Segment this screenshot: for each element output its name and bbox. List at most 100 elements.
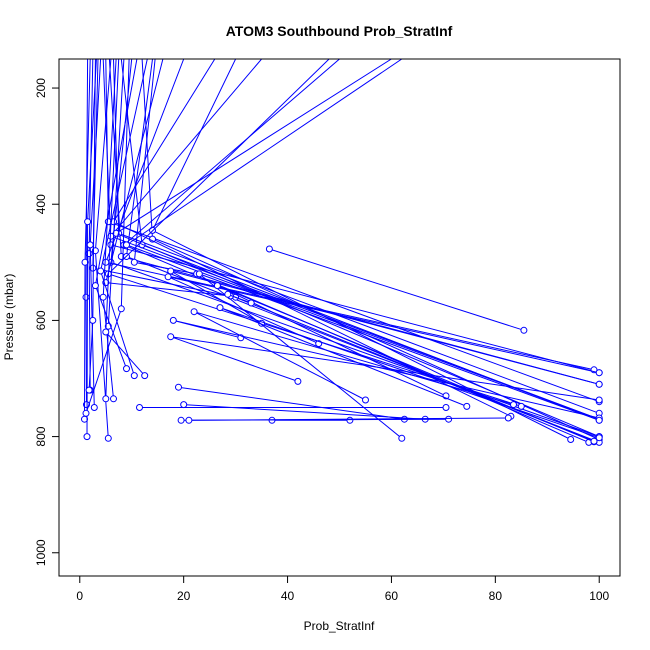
data-point: [362, 396, 369, 404]
x-axis-label: Prob_StratInf: [304, 619, 375, 633]
data-point: [117, 305, 125, 313]
data-point: [175, 383, 182, 391]
x-tick-label: 20: [177, 589, 191, 603]
data-point: [86, 241, 94, 249]
chart-title: ATOM3 Southbound Prob_StratInf: [226, 23, 453, 39]
series-9: [102, 59, 598, 374]
data-point: [130, 258, 138, 266]
data-point: [83, 433, 91, 441]
series-35: [164, 273, 603, 377]
data-point: [99, 293, 107, 301]
data-point: [169, 316, 177, 324]
series-1: [108, 59, 603, 388]
data-point: [104, 434, 112, 442]
series-13: [112, 59, 603, 441]
series-24: [86, 59, 102, 411]
data-point: [167, 267, 175, 275]
series-31: [97, 59, 148, 380]
data-point: [185, 416, 193, 424]
data-point: [520, 326, 528, 334]
data-point: [102, 258, 110, 266]
series-10: [107, 59, 603, 423]
data-point: [595, 396, 603, 404]
series-line: [173, 319, 600, 419]
data-point: [595, 434, 603, 442]
data-point: [102, 328, 110, 336]
series-6: [107, 59, 603, 441]
series-line: [112, 59, 512, 417]
data-point: [595, 380, 603, 388]
data-point: [91, 282, 99, 290]
data-point: [102, 395, 110, 403]
y-tick-label: 600: [34, 310, 48, 330]
data-point: [164, 273, 172, 281]
series-line: [125, 59, 600, 443]
series-27: [85, 59, 97, 394]
series-line: [105, 59, 595, 371]
data-point: [84, 218, 92, 226]
series-line: [183, 404, 426, 420]
y-tick-label: 1000: [34, 539, 48, 566]
series-41: [190, 308, 517, 409]
series-44: [136, 404, 450, 411]
series-26: [99, 59, 117, 403]
data-point: [97, 267, 105, 275]
data-point: [81, 258, 89, 266]
data-point: [141, 372, 149, 380]
plot-area: [81, 59, 603, 446]
y-tick-label: 800: [34, 426, 48, 446]
series-line: [120, 59, 600, 421]
x-tick-label: 0: [76, 589, 83, 603]
data-point: [123, 241, 130, 249]
series-line: [151, 59, 571, 440]
data-point: [265, 245, 273, 253]
series-line: [115, 59, 600, 438]
data-point: [247, 299, 255, 307]
data-point: [180, 401, 188, 409]
series-line: [269, 248, 525, 331]
series-30: [91, 59, 138, 373]
series-42: [224, 290, 598, 445]
series-line: [107, 59, 522, 407]
series-7: [141, 59, 603, 443]
x-axis: 0 20 40 60 80 100: [76, 575, 610, 603]
data-point: [595, 416, 603, 424]
data-point: [82, 409, 90, 417]
data-point: [442, 404, 450, 411]
y-axis-label: Pressure (mbar): [2, 274, 16, 361]
data-point: [136, 404, 143, 411]
y-tick-label: 200: [34, 78, 48, 98]
data-point: [177, 416, 185, 424]
series-5: [120, 59, 603, 424]
series-40: [216, 304, 603, 442]
series-line: [110, 59, 600, 438]
data-point: [130, 372, 138, 380]
series-line: [178, 386, 405, 420]
data-point: [567, 436, 575, 443]
data-point: [167, 333, 175, 341]
x-tick-label: 60: [385, 589, 399, 603]
data-point: [216, 304, 224, 312]
data-point: [590, 437, 598, 445]
data-point: [190, 308, 198, 316]
series-16: [123, 59, 603, 423]
series-32: [102, 59, 149, 380]
series-36: [167, 333, 603, 404]
y-tick-label: 400: [34, 194, 48, 214]
data-point: [504, 414, 512, 422]
series-14: [104, 59, 525, 410]
series-23: [83, 59, 97, 441]
data-point: [82, 293, 90, 301]
data-point: [398, 434, 406, 442]
data-point: [195, 270, 203, 278]
data-point: [123, 365, 130, 373]
y-axis: 200 400 600 800 1000: [34, 78, 60, 566]
data-point: [346, 416, 354, 424]
data-point: [445, 415, 453, 423]
x-tick-label: 80: [489, 589, 503, 603]
series-line: [198, 273, 600, 439]
data-point: [89, 316, 97, 324]
data-point: [463, 402, 471, 410]
series-28: [82, 59, 130, 417]
